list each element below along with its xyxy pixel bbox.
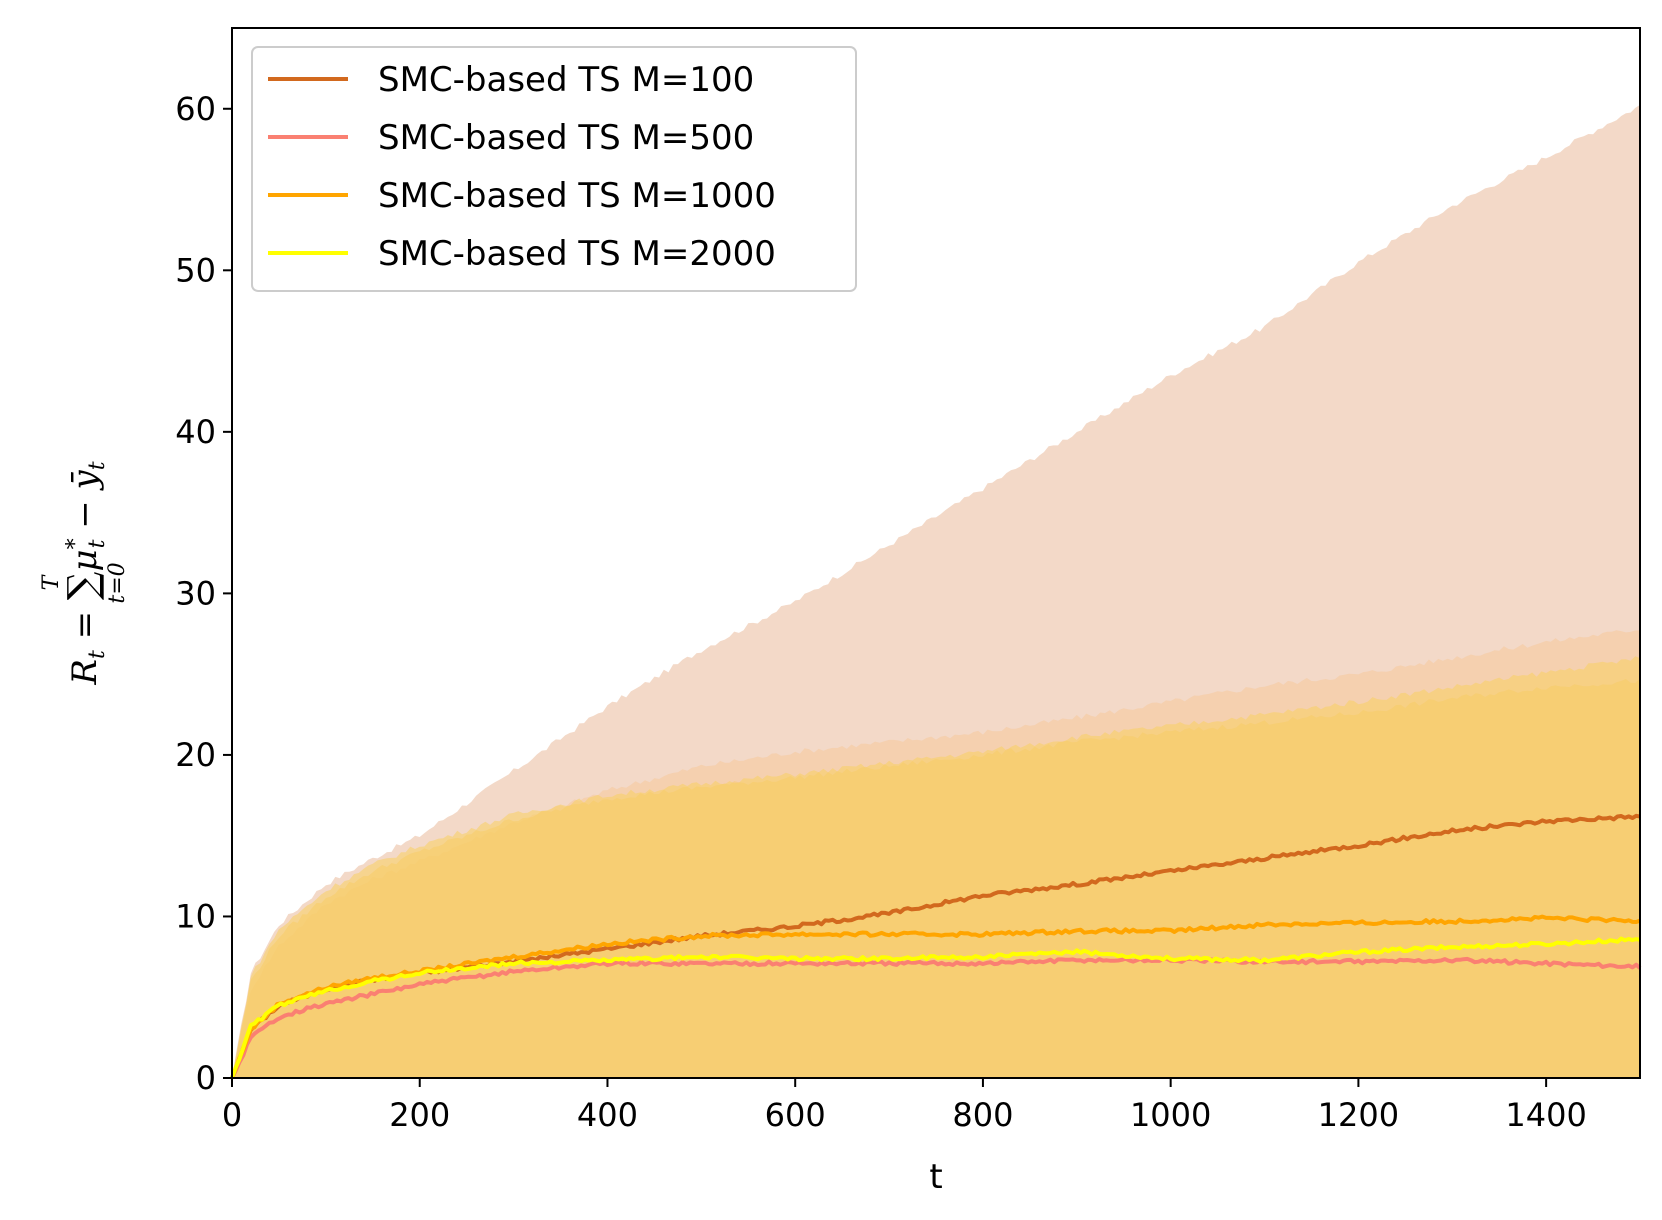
y-tick-label: 50 (175, 251, 216, 289)
legend: SMC-based TS M=100 SMC-based TS M=500 SMC-… (251, 46, 857, 292)
ylabel-eq: = (65, 600, 105, 650)
x-tick-label: 1400 (1505, 1096, 1586, 1134)
legend-box (251, 46, 857, 292)
legend-label-1: SMC-based TS M=100 (378, 60, 754, 100)
y-tick-label: 0 (196, 1059, 216, 1097)
x-tick-label: 1200 (1318, 1096, 1399, 1134)
y-tick-label: 30 (175, 574, 216, 612)
x-axis-label: t (929, 1157, 942, 1197)
x-tick-label: 600 (765, 1096, 826, 1134)
legend-label-2: SMC-based TS M=500 (378, 118, 754, 158)
ylabel-sum-lower: t=0 (105, 562, 130, 603)
x-tick-label: 0 (222, 1096, 242, 1134)
series-line-2 (230, 956, 1642, 1079)
ylabel-term1-sup: * (63, 538, 88, 549)
x-tick-label: 400 (577, 1096, 638, 1134)
ylabel-lhs-sub: t (85, 650, 110, 659)
series-line-4 (230, 936, 1641, 1079)
ylabel-lhs: R (65, 659, 105, 686)
legend-label-4: SMC-based TS M=2000 (378, 234, 776, 274)
y-tick-label: 60 (175, 90, 216, 128)
series-lines (230, 813, 1642, 1079)
ylabel-term2: ȳ (65, 469, 105, 491)
y-axis-ticks: 0 10 20 30 40 50 60 (175, 90, 232, 1097)
ylabel-minus: − (65, 489, 105, 539)
ylabel-sum: ∑ (60, 571, 106, 600)
y-tick-label: 10 (175, 897, 216, 935)
legend-label-3: SMC-based TS M=1000 (378, 176, 776, 216)
series-line-3 (230, 914, 1641, 1079)
ylabel-term1-sub: t (85, 539, 110, 548)
svg-text:Rt = ∑μ*t − ȳt: Rt = ∑μ*t − ȳt (60, 461, 110, 685)
band-4 (232, 656, 1640, 1078)
plot-frame (231, 27, 1641, 1079)
x-tick-label: 200 (389, 1096, 450, 1134)
x-axis-ticks: 0 200 400 600 800 1000 1200 1400 (222, 1078, 1587, 1134)
y-tick-label: 20 (175, 736, 216, 774)
x-tick-label: 800 (952, 1096, 1013, 1134)
x-tick-label: 1000 (1130, 1096, 1211, 1134)
ylabel-term2-sub: t (85, 461, 110, 470)
y-axis-label: Rt = ∑μ*t − ȳt T t=0 (39, 461, 130, 685)
ylabel-sum-upper: T (39, 573, 64, 590)
y-tick-label: 40 (175, 413, 216, 451)
ylabel-term1: μ (65, 549, 105, 571)
